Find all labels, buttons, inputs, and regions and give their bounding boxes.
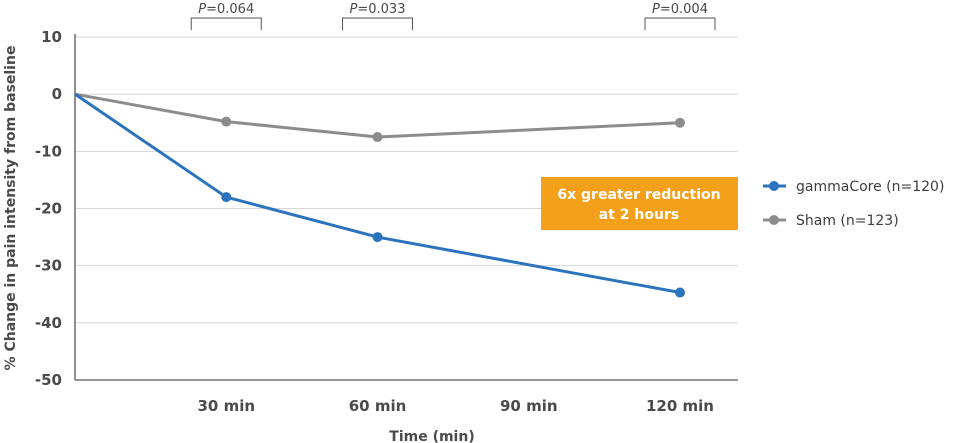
x-tick-label: 30 min [197, 397, 255, 415]
data-point [221, 116, 232, 127]
callout-line-2: at 2 hours [599, 207, 679, 223]
p-value-bracket [190, 17, 262, 30]
legend-marker [769, 181, 779, 191]
x-axis-title: Time (min) [389, 429, 474, 443]
y-tick-label: 10 [41, 28, 62, 46]
legend-label: gammaCore (n=120) [796, 179, 944, 195]
p-value-label: P=0.064 [198, 2, 254, 17]
callout-background [541, 177, 738, 230]
y-tick-label: -20 [35, 200, 62, 218]
p-value-bracket [644, 17, 716, 30]
y-tick-label: -10 [35, 142, 62, 160]
data-point [372, 132, 383, 143]
x-tick-label: 120 min [646, 397, 714, 415]
legend-label: Sham (n=123) [796, 213, 899, 229]
x-tick-label: 60 min [349, 397, 407, 415]
grid-lines [75, 36, 738, 324]
data-point [372, 232, 383, 243]
legend: gammaCore (n=120) Sham (n=123) [763, 179, 944, 229]
axes [74, 34, 738, 381]
p-value-bracket [342, 17, 413, 30]
callout-box: 6x greater reduction at 2 hours [541, 177, 738, 230]
x-tick-label: 90 min [500, 397, 558, 415]
data-point [675, 287, 685, 298]
data-series [74, 92, 685, 298]
series-line [74, 92, 681, 295]
y-tick-label: 0 [52, 85, 62, 103]
y-tick-label: -50 [35, 371, 62, 389]
y-tick-label: -40 [35, 314, 62, 332]
y-axis-ticks: 10 0 -10 -20 -30 -40 -50 [35, 28, 62, 389]
p-value-label: P=0.004 [652, 2, 708, 17]
p-value-label: P=0.033 [350, 2, 406, 17]
p-value-brackets: P=0.064 P=0.033 P=0.004 [190, 2, 716, 30]
data-point [675, 117, 685, 128]
x-axis-ticks: 30 min 60 min 90 min 120 min [197, 397, 714, 415]
y-axis-title: % Change in pain intensity from baseline [3, 46, 19, 371]
data-point [221, 192, 232, 203]
series-line [74, 92, 681, 139]
callout-line-1: 6x greater reduction [557, 187, 720, 203]
legend-marker [769, 215, 779, 225]
y-tick-label: -30 [35, 257, 62, 275]
